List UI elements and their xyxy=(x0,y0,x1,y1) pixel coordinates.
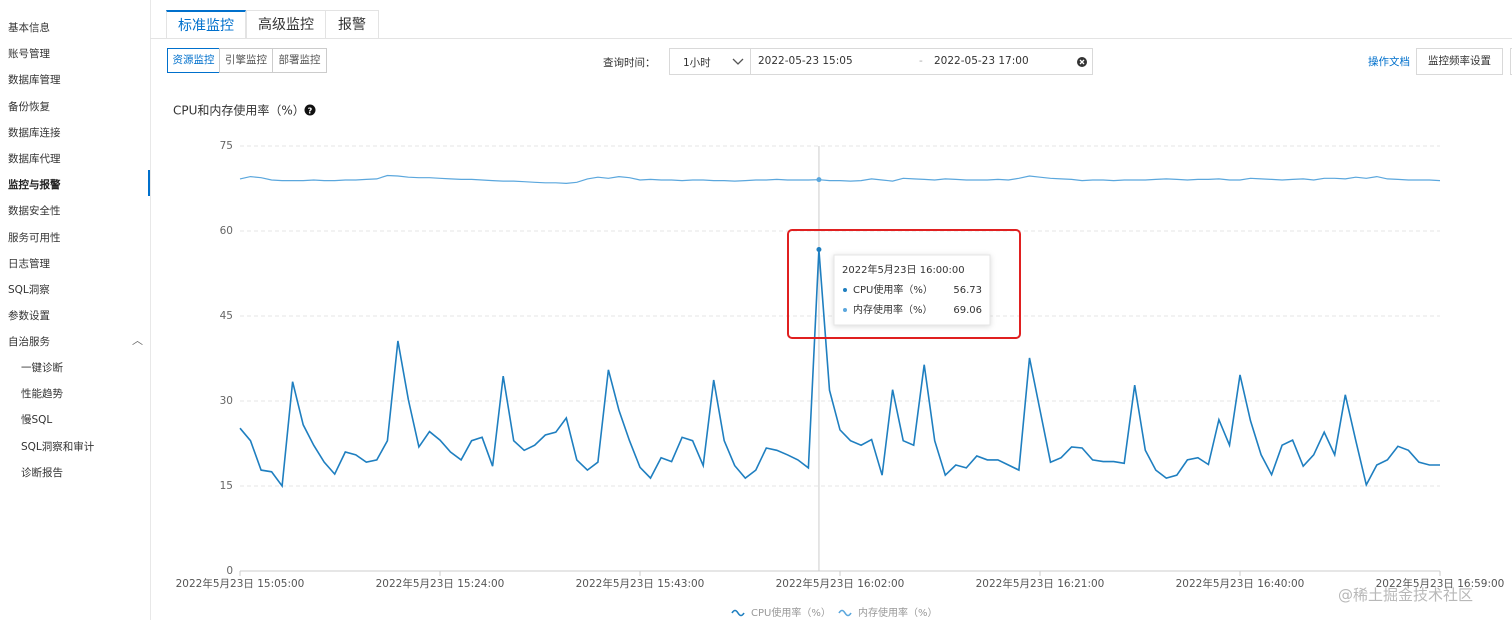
series-line xyxy=(239,174,1441,185)
sidebar-item[interactable]: 数据库管理 xyxy=(8,74,61,87)
y-tick-label: 15 xyxy=(220,480,233,492)
legend-icon xyxy=(731,609,745,617)
sidebar-item[interactable]: SQL洞察 xyxy=(8,284,50,296)
highlight-point xyxy=(816,247,822,253)
sidebar-item[interactable]: 基本信息 xyxy=(8,22,50,34)
sidebar-divider xyxy=(150,0,151,620)
sidebar-item[interactable]: 参数设置 xyxy=(8,310,50,323)
tab[interactable]: 高级监控 xyxy=(246,10,326,38)
legend-label: 内存使用率（%） xyxy=(858,606,938,619)
legend-icon xyxy=(838,609,852,617)
subtab[interactable]: 引擎监控 xyxy=(219,48,273,73)
range-select[interactable]: 1小时 xyxy=(669,48,751,75)
help-icon[interactable] xyxy=(304,104,316,116)
sidebar-subitem[interactable]: SQL洞察和审计 xyxy=(21,440,95,453)
tooltip-value: 56.73 xyxy=(953,285,982,296)
chevron xyxy=(732,58,744,65)
tooltip-name: CPU使用率（%） xyxy=(853,283,933,296)
x-tick-label: 2022年5月23日 16:40:00 xyxy=(1176,577,1305,590)
sidebar-subitem[interactable]: 性能趋势 xyxy=(21,388,63,401)
y-tick-label: 0 xyxy=(226,565,233,577)
frequency-button[interactable]: 监控频率设置 xyxy=(1416,48,1503,75)
y-tick-label: 30 xyxy=(220,395,233,407)
chart-title: CPU和内存使用率（%） xyxy=(173,103,305,118)
end-date: 2022-05-23 17:00 xyxy=(934,55,1029,67)
start-date: 2022-05-23 15:05 xyxy=(758,55,853,67)
sidebar-item[interactable]: 备份恢复 xyxy=(8,100,50,113)
query-label: 查询时间： xyxy=(603,57,656,69)
y-tick-label: 60 xyxy=(220,225,233,237)
tooltip xyxy=(833,254,991,326)
x-tick-label: 2022年5月23日 15:43:00 xyxy=(576,577,705,590)
partial-button xyxy=(1510,48,1512,75)
clear-icon[interactable] xyxy=(1076,56,1088,68)
group-chevron: ︿ xyxy=(132,334,143,347)
sidebar-subitem[interactable]: 诊断报告 xyxy=(21,466,63,479)
range-value: 1小时 xyxy=(683,57,711,69)
tab[interactable]: 标准监控 xyxy=(166,10,246,38)
tooltip-name: 内存使用率（%） xyxy=(853,303,933,316)
sidebar-item[interactable]: 账号管理 xyxy=(8,48,50,61)
tooltip-dot xyxy=(843,288,847,292)
sidebar-item[interactable]: 数据库代理 xyxy=(8,153,61,165)
y-tick-label: 45 xyxy=(220,310,233,322)
tab-divider xyxy=(150,38,1512,39)
x-tick-label: 2022年5月23日 16:59:00 xyxy=(1376,577,1505,590)
subtab[interactable]: 资源监控 xyxy=(167,48,220,73)
tooltip-value: 69.06 xyxy=(953,305,982,316)
doc-link[interactable]: 操作文档 xyxy=(1368,56,1410,68)
series-line xyxy=(239,249,1440,489)
watermark: @稀土掘金技术社区 xyxy=(1338,586,1474,604)
tooltip-highlight xyxy=(787,229,1021,339)
active-indicator xyxy=(148,170,150,197)
tooltip-dot xyxy=(843,308,847,312)
date-range[interactable]: 2022-05-23 15:05 - 2022-05-23 17:00 xyxy=(750,48,1093,75)
sidebar-subitem[interactable]: 慢SQL xyxy=(21,414,53,427)
tab[interactable]: 报警 xyxy=(325,10,379,38)
sidebar-item[interactable]: 监控与报警 xyxy=(8,179,61,192)
x-tick-label: 2022年5月23日 16:21:00 xyxy=(976,577,1105,590)
sidebar-group[interactable]: 自治服务 xyxy=(8,336,50,348)
help-mark: ? xyxy=(308,107,313,116)
tooltip-time: 2022年5月23日 16:00:00 xyxy=(842,263,965,276)
legend-label: CPU使用率（%） xyxy=(751,606,831,619)
x-tick-label: 2022年5月23日 15:05:00 xyxy=(176,577,305,590)
highlight-point xyxy=(816,177,822,183)
sidebar-item[interactable]: 数据库连接 xyxy=(8,126,61,139)
sidebar-item[interactable]: 数据安全性 xyxy=(8,205,61,218)
subtab[interactable]: 部署监控 xyxy=(272,48,327,73)
sidebar-subitem[interactable]: 一键诊断 xyxy=(21,362,63,374)
x-tick-label: 2022年5月23日 16:02:00 xyxy=(776,577,905,590)
sidebar-item[interactable]: 日志管理 xyxy=(8,257,50,270)
date-separator: - xyxy=(919,55,923,67)
y-tick-label: 75 xyxy=(220,140,233,152)
sidebar-item[interactable]: 服务可用性 xyxy=(8,231,61,244)
x-tick-label: 2022年5月23日 15:24:00 xyxy=(376,577,505,590)
